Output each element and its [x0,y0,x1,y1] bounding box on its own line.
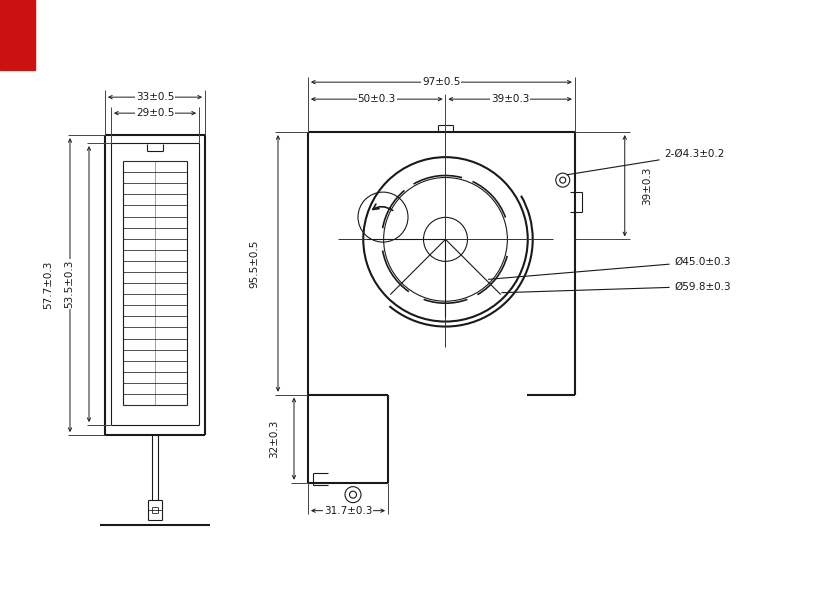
Text: 39±0.3: 39±0.3 [491,94,529,104]
Text: 95.5±0.5: 95.5±0.5 [249,239,259,287]
Text: 33±0.5: 33±0.5 [136,92,174,102]
Text: 97±0.5: 97±0.5 [422,77,461,87]
Bar [0,0,35,70]
Text: 2-Ø4.3±0.2: 2-Ø4.3±0.2 [568,149,725,174]
Text: 50±0.3: 50±0.3 [358,94,396,104]
Text: 32±0.3: 32±0.3 [269,420,279,458]
Text: 39±0.3: 39±0.3 [642,167,652,205]
Text: 31.7±0.3: 31.7±0.3 [324,506,372,515]
Text: 57.7±0.3: 57.7±0.3 [43,261,53,309]
Text: Ø45.0±0.3: Ø45.0±0.3 [489,256,731,279]
Text: 29±0.5: 29±0.5 [136,108,174,118]
Text: 尺寸图  DIMENSIONS DRAWING: 尺寸图 DIMENSIONS DRAWING [45,21,475,49]
Text: Ø59.8±0.3: Ø59.8±0.3 [502,281,732,293]
Text: 53.5±0.3: 53.5±0.3 [64,260,74,308]
